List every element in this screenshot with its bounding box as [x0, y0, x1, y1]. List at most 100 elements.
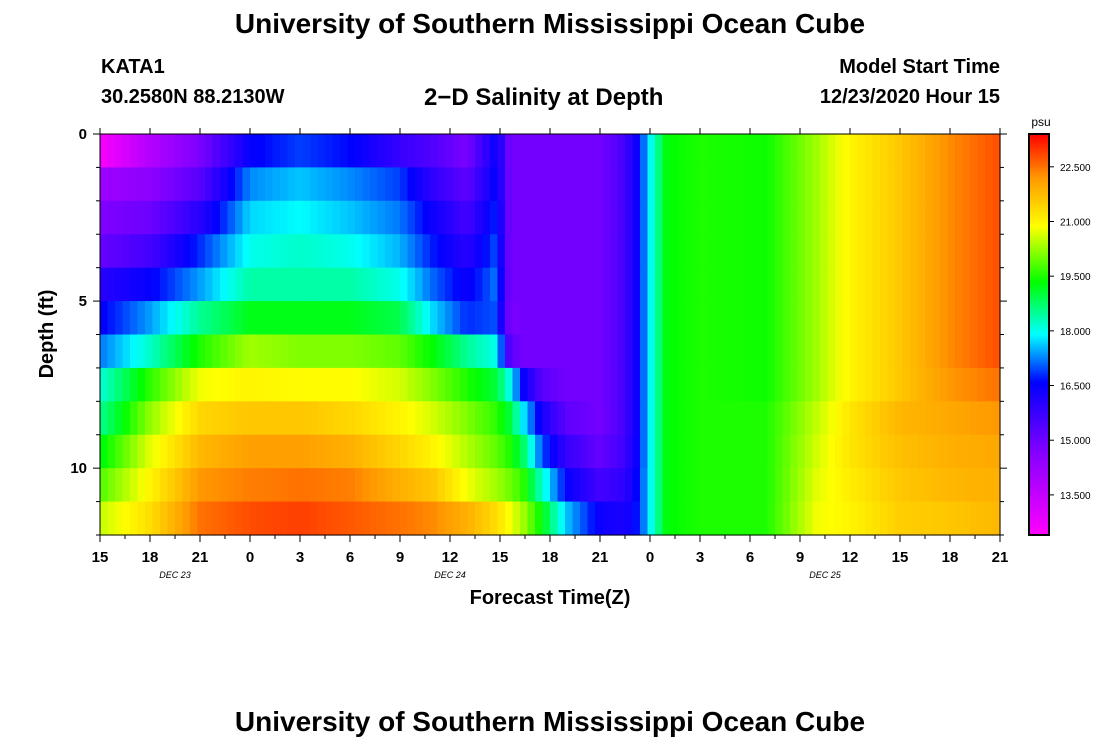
heatmap-cell [445, 301, 454, 336]
heatmap-cell [640, 167, 649, 202]
heatmap-cell [115, 501, 124, 536]
heatmap-cell [655, 434, 664, 469]
heatmap-cell [400, 234, 409, 269]
heatmap-cell [415, 234, 424, 269]
heatmap-cell [565, 167, 574, 202]
heatmap-cell [820, 334, 829, 369]
heatmap-cell [752, 468, 761, 503]
heatmap-cell [242, 401, 251, 436]
heatmap-cell [910, 267, 919, 302]
heatmap-cell [445, 401, 454, 436]
heatmap-cell [167, 367, 176, 402]
heatmap-cell [857, 167, 866, 202]
heatmap-cell [565, 234, 574, 269]
heatmap-cell [257, 301, 266, 336]
heatmap-cell [655, 468, 664, 503]
heatmap-cell [445, 434, 454, 469]
heatmap-cell [490, 367, 499, 402]
heatmap-cell [340, 367, 349, 402]
heatmap-cell [512, 267, 521, 302]
heatmap-cell [865, 334, 874, 369]
heatmap-cell [535, 367, 544, 402]
heatmap-cell [655, 334, 664, 369]
heatmap-cell [205, 501, 214, 536]
heatmap-cell [617, 367, 626, 402]
heatmap-cell [670, 267, 679, 302]
heatmap-cell [550, 501, 559, 536]
heatmap-cell [137, 234, 146, 269]
heatmap-cell [280, 434, 289, 469]
heatmap-cell [572, 367, 581, 402]
heatmap-cell [745, 501, 754, 536]
heatmap-cell [940, 434, 949, 469]
heatmap-cell [475, 234, 484, 269]
heatmap-cell [167, 167, 176, 202]
heatmap-cell [932, 234, 941, 269]
heatmap-cell [220, 167, 229, 202]
heatmap-cell [790, 200, 799, 235]
heatmap-cell [797, 468, 806, 503]
heatmap-cell [437, 468, 446, 503]
heatmap-cell [655, 134, 664, 169]
heatmap-cell [820, 401, 829, 436]
heatmap-cell [707, 234, 716, 269]
heatmap-cell [580, 267, 589, 302]
heatmap-cell [865, 234, 874, 269]
heatmap-cell [370, 167, 379, 202]
heatmap-cell [340, 167, 349, 202]
heatmap-cell [625, 334, 634, 369]
heatmap-cell [977, 167, 986, 202]
heatmap-cell [422, 234, 431, 269]
heatmap-cell [932, 501, 941, 536]
heatmap-cell [145, 401, 154, 436]
heatmap-cell [175, 367, 184, 402]
heatmap-cell [310, 334, 319, 369]
heatmap-cell [242, 200, 251, 235]
heatmap-cell [152, 334, 161, 369]
heatmap-cell [122, 501, 131, 536]
heatmap-cell [310, 267, 319, 302]
heatmap-cell [340, 468, 349, 503]
heatmap-cell [392, 334, 401, 369]
heatmap-cell [835, 501, 844, 536]
heatmap-cell [550, 234, 559, 269]
heatmap-cell [205, 200, 214, 235]
heatmap-cell [175, 501, 184, 536]
heatmap-cell [625, 401, 634, 436]
heatmap-cell [467, 401, 476, 436]
heatmap-cell [947, 134, 956, 169]
heatmap-cell [317, 134, 326, 169]
heatmap-cell [467, 434, 476, 469]
heatmap-cell [842, 401, 851, 436]
heatmap-cell [752, 234, 761, 269]
heatmap-cell [182, 234, 191, 269]
heatmap-cell [332, 167, 341, 202]
heatmap-cell [977, 200, 986, 235]
heatmap-cell [782, 200, 791, 235]
heatmap-cell [662, 334, 671, 369]
heatmap-cell [707, 401, 716, 436]
heatmap-cell [587, 401, 596, 436]
heatmap-cell [677, 234, 686, 269]
heatmap-cell [992, 134, 1001, 169]
heatmap-cell [827, 367, 836, 402]
heatmap-cell [617, 501, 626, 536]
heatmap-cell [865, 301, 874, 336]
heatmap-cell [190, 301, 199, 336]
heatmap-cell [527, 267, 536, 302]
heatmap-cell [820, 267, 829, 302]
y-axis-label: Depth (ft) [36, 290, 58, 379]
heatmap-cell [565, 334, 574, 369]
heatmap-cell [572, 501, 581, 536]
heatmap-cell [362, 167, 371, 202]
heatmap-cell [647, 134, 656, 169]
heatmap-cell [100, 401, 109, 436]
heatmap-cell [407, 234, 416, 269]
heatmap-cell [797, 334, 806, 369]
heatmap-cell [820, 301, 829, 336]
heatmap-cell [685, 234, 694, 269]
heatmap-cell [362, 200, 371, 235]
heatmap-cell [940, 401, 949, 436]
heatmap-cell [730, 301, 739, 336]
heatmap-cell [775, 134, 784, 169]
